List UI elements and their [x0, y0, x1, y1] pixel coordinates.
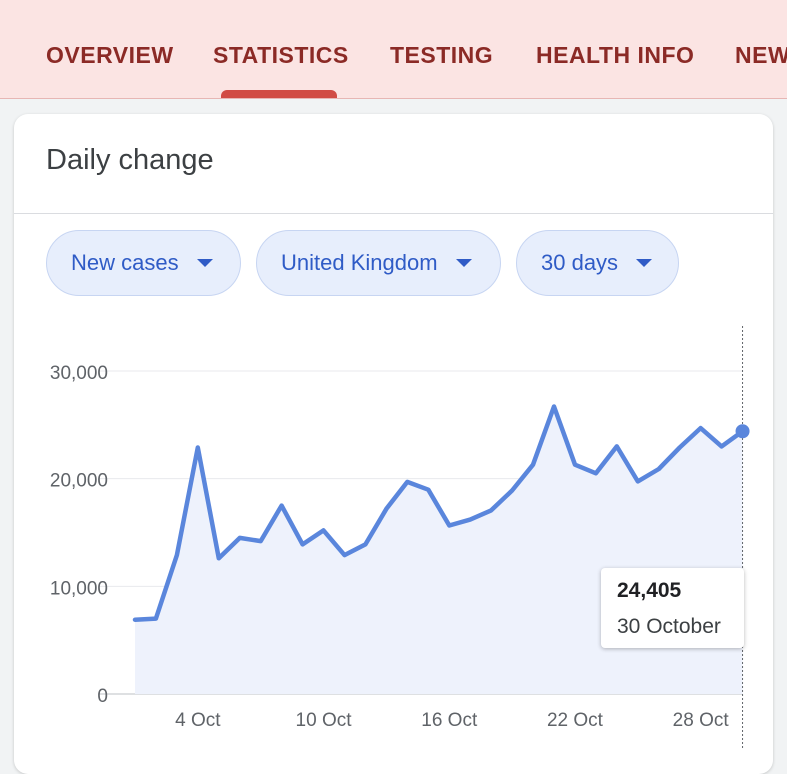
- series-line: [132, 404, 745, 622]
- caret-down-icon: [196, 259, 213, 267]
- region-dropdown-label: United Kingdom: [281, 250, 438, 275]
- metric-dropdown-label: New cases: [71, 250, 179, 275]
- caret-down-icon: [455, 259, 472, 267]
- divider: [14, 213, 773, 214]
- tooltip-date: 30 October: [617, 615, 721, 638]
- x-tick-label: 10 Oct: [296, 710, 353, 731]
- tab-testing[interactable]: TESTING: [390, 42, 494, 68]
- series-area: [135, 406, 743, 694]
- tab-health-info[interactable]: HEALTH INFO: [536, 42, 695, 68]
- region-dropdown[interactable]: United Kingdom: [256, 230, 501, 296]
- active-tab-indicator: [221, 90, 337, 98]
- top-navigation: OVERVIEW STATISTICS TESTING HEALTH INFO …: [0, 0, 787, 99]
- chart-tooltip: 24,405 30 October: [601, 568, 744, 648]
- card-title: Daily change: [46, 144, 214, 176]
- tab-overview[interactable]: OVERVIEW: [46, 42, 174, 68]
- daily-cases-chart[interactable]: 0 10,000 20,000 30,000 4 Oct 10 Oct 16 Oct 22 O…: [0, 0, 787, 750]
- tooltip-value: 24,405: [617, 579, 682, 602]
- x-tick-label: 4 Oct: [175, 710, 221, 731]
- highlight-point: [735, 424, 750, 439]
- y-tick-label: 30,000: [50, 363, 108, 384]
- y-tick-label: 0: [97, 686, 108, 707]
- x-tick-label: 16 Oct: [421, 710, 478, 731]
- x-tick-label: 28 Oct: [673, 710, 730, 731]
- y-tick-label: 20,000: [50, 471, 108, 492]
- y-tick-label: 10,000: [50, 578, 108, 599]
- caret-down-icon: [636, 259, 653, 267]
- tab-news[interactable]: NEW: [735, 42, 787, 68]
- tab-statistics[interactable]: STATISTICS: [213, 42, 349, 68]
- range-dropdown-label: 30 days: [541, 250, 619, 275]
- range-dropdown[interactable]: 30 days: [516, 230, 679, 296]
- metric-dropdown[interactable]: New cases: [46, 230, 241, 296]
- x-tick-label: 22 Oct: [547, 710, 604, 731]
